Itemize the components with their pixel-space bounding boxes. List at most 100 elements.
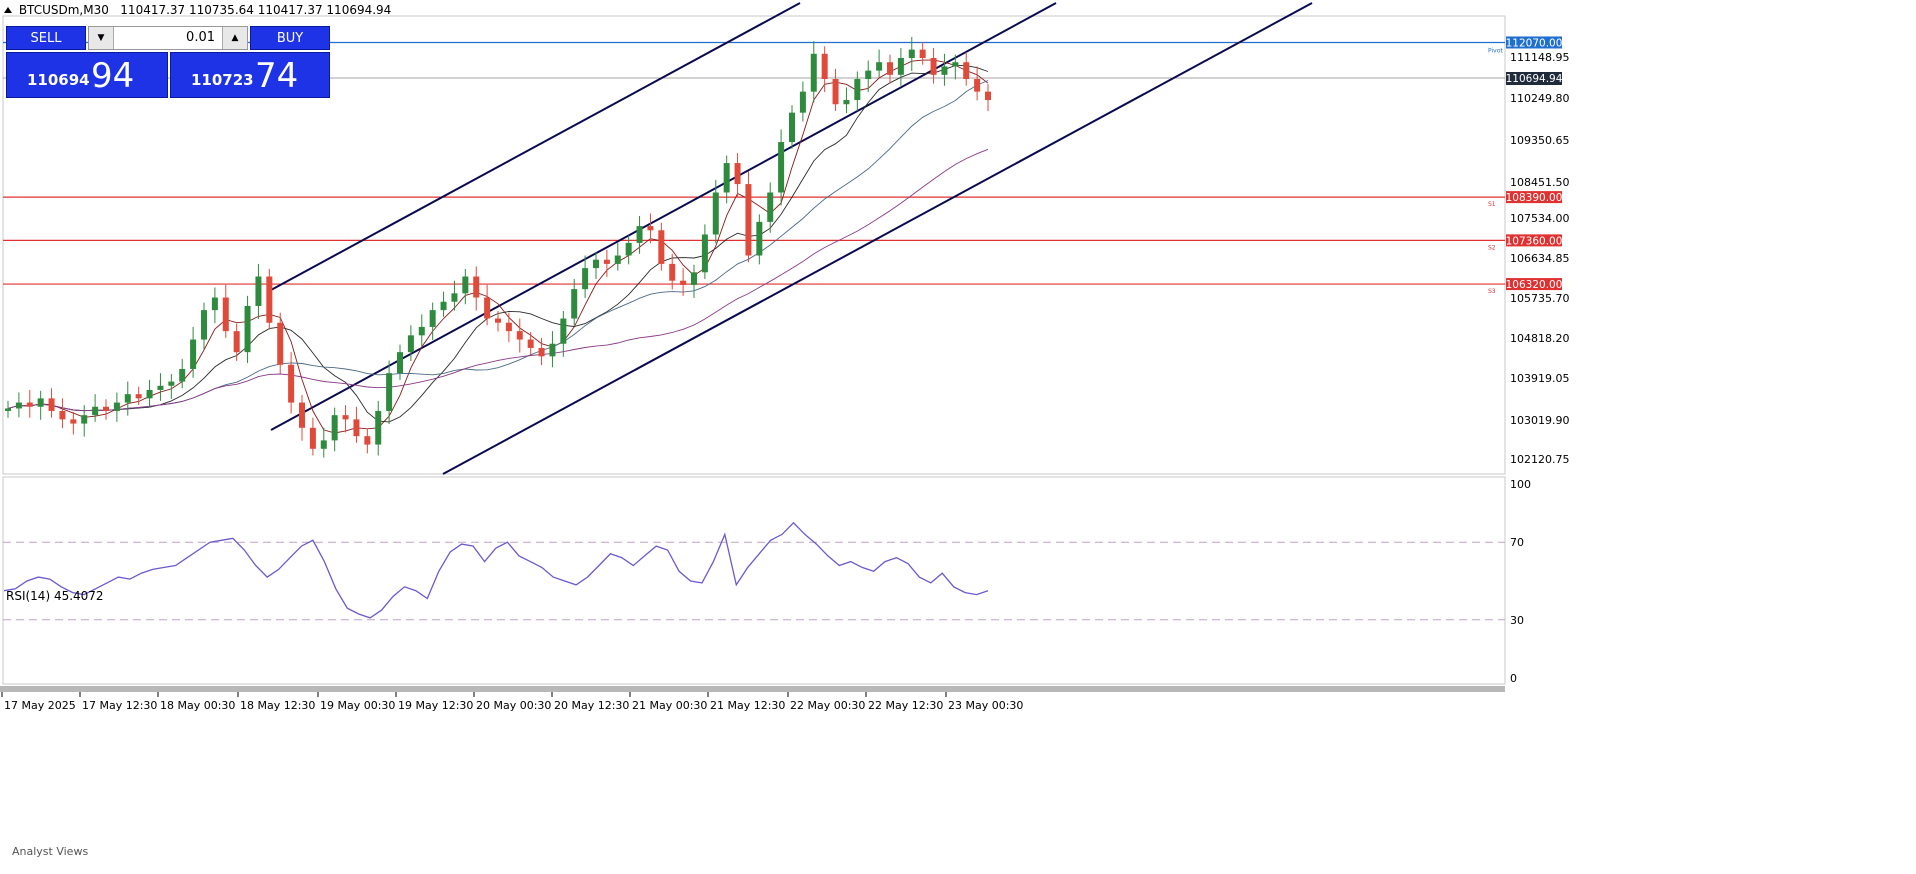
candle-body (767, 192, 774, 222)
candle-body (712, 192, 719, 235)
candle-body (603, 259, 610, 264)
candle-body (451, 293, 458, 302)
sell-price-box[interactable]: 110694 94 (6, 52, 168, 98)
candle-body (887, 62, 893, 75)
candle-body (244, 305, 251, 353)
level-tag-s3: S3 (1488, 288, 1496, 295)
candle-body (386, 373, 393, 411)
rsi-axis-label: 30 (1510, 614, 1524, 627)
level-price-label-pivot: 112070.00 (1506, 37, 1563, 49)
time-axis-label: 22 May 00:30 (790, 699, 865, 712)
time-axis-label: 19 May 00:30 (320, 699, 395, 712)
panel-separator (0, 686, 1505, 692)
candle-body (549, 343, 556, 357)
symbol-timeframe: BTCUSDm,M30 (18, 3, 109, 17)
candle-body (201, 310, 207, 340)
buy-button[interactable]: BUY (250, 26, 330, 50)
candle-body (277, 322, 284, 365)
candle-body (876, 62, 883, 71)
candle-body (745, 184, 752, 256)
rsi-label: RSI(14) 45.4072 (6, 589, 104, 603)
level-tag-s1: S1 (1488, 201, 1496, 208)
candle-body (614, 255, 621, 264)
candle-body (135, 394, 142, 399)
sell-price-prefix: 110694 (27, 71, 90, 89)
level-price-box-s1 (1506, 191, 1562, 204)
candle-body (70, 419, 77, 424)
candle-body (625, 242, 632, 256)
lot-size-value[interactable]: 0.01 (186, 30, 215, 45)
candle-body (309, 427, 316, 449)
candle-body (179, 368, 186, 382)
candle-body (701, 234, 708, 273)
candle-body (48, 398, 55, 411)
time-axis-label: 22 May 12:30 (868, 699, 943, 712)
candle-body (571, 289, 578, 319)
level-price-box-pivot (1506, 36, 1562, 49)
buy-price-box[interactable]: 110723 74 (170, 52, 330, 98)
chart-header: BTCUSDm,M30 110417.37 110735.64 110417.3… (4, 3, 391, 17)
candle-body (429, 310, 436, 327)
candle-body (157, 385, 164, 390)
price-axis-label: 107534.00 (1510, 212, 1570, 225)
channel-lower-line (442, 2, 1313, 475)
level-tag-s2: S2 (1488, 244, 1496, 251)
candle-body (908, 49, 915, 59)
collapse-triangle-icon[interactable] (4, 7, 12, 13)
lot-size-field[interactable]: ▼ 0.01 ▲ (88, 26, 248, 50)
rsi-plot-frame (2, 476, 1506, 685)
candle-body (723, 163, 730, 193)
buy-price-pips: 74 (255, 56, 299, 96)
sell-price-pips: 94 (91, 56, 135, 96)
candle-body (756, 221, 763, 256)
candle-body (320, 440, 327, 449)
candle-body (930, 58, 937, 75)
candle-body (832, 79, 839, 105)
level-price-label-s3: 106320.00 (1506, 279, 1563, 291)
candle-body (516, 331, 523, 340)
candle-body (113, 402, 120, 411)
candle-body (15, 402, 22, 409)
sell-button[interactable]: SELL (6, 26, 86, 50)
candle-body (778, 142, 785, 193)
price-axis-label: 103919.05 (1510, 372, 1570, 385)
candle-body (505, 322, 512, 332)
candle-body (691, 272, 697, 285)
moving-average-line-4 (7, 148, 989, 412)
level-price-label-s2: 107360.00 (1506, 235, 1563, 247)
time-axis-label: 21 May 12:30 (710, 699, 785, 712)
one-click-trading-panel: SELL ▼ 0.01 ▲ BUY 110694 94 110723 74 (6, 26, 330, 98)
candle-body (963, 62, 970, 80)
candle-body (103, 406, 109, 411)
analyst-views-label: Analyst Views (12, 845, 89, 858)
candle-body (810, 53, 817, 92)
candle-body (59, 410, 66, 420)
candle-body (288, 364, 295, 403)
lot-decrease-icon[interactable]: ▼ (89, 27, 114, 49)
candle-body (560, 318, 567, 344)
candle-body (26, 402, 33, 407)
candle-body (37, 398, 44, 407)
level-tag-pivot: Pivot (1488, 47, 1503, 54)
time-axis-label: 17 May 2025 (4, 699, 76, 712)
candle-body (375, 410, 382, 445)
level-price-box-s2 (1506, 234, 1562, 247)
candle-body (190, 339, 197, 369)
candle-body (81, 415, 88, 424)
candle-body (919, 49, 926, 59)
price-axis-label: 105735.70 (1510, 292, 1570, 305)
main-plot-frame (2, 15, 1506, 475)
lot-increase-icon[interactable]: ▲ (222, 27, 247, 49)
price-axis-label: 108451.50 (1510, 176, 1570, 189)
rsi-indicator (3, 521, 1505, 621)
candle-body (897, 58, 904, 75)
price-axis-label: 102120.75 (1510, 453, 1570, 466)
level-price-box-s3 (1506, 278, 1562, 291)
candle-body (821, 53, 828, 80)
time-axis-label: 20 May 00:30 (476, 699, 551, 712)
candle-body (865, 70, 872, 80)
candle-body (5, 408, 11, 411)
candle-body (407, 335, 414, 353)
level-price-label-s1: 108390.00 (1506, 192, 1563, 204)
